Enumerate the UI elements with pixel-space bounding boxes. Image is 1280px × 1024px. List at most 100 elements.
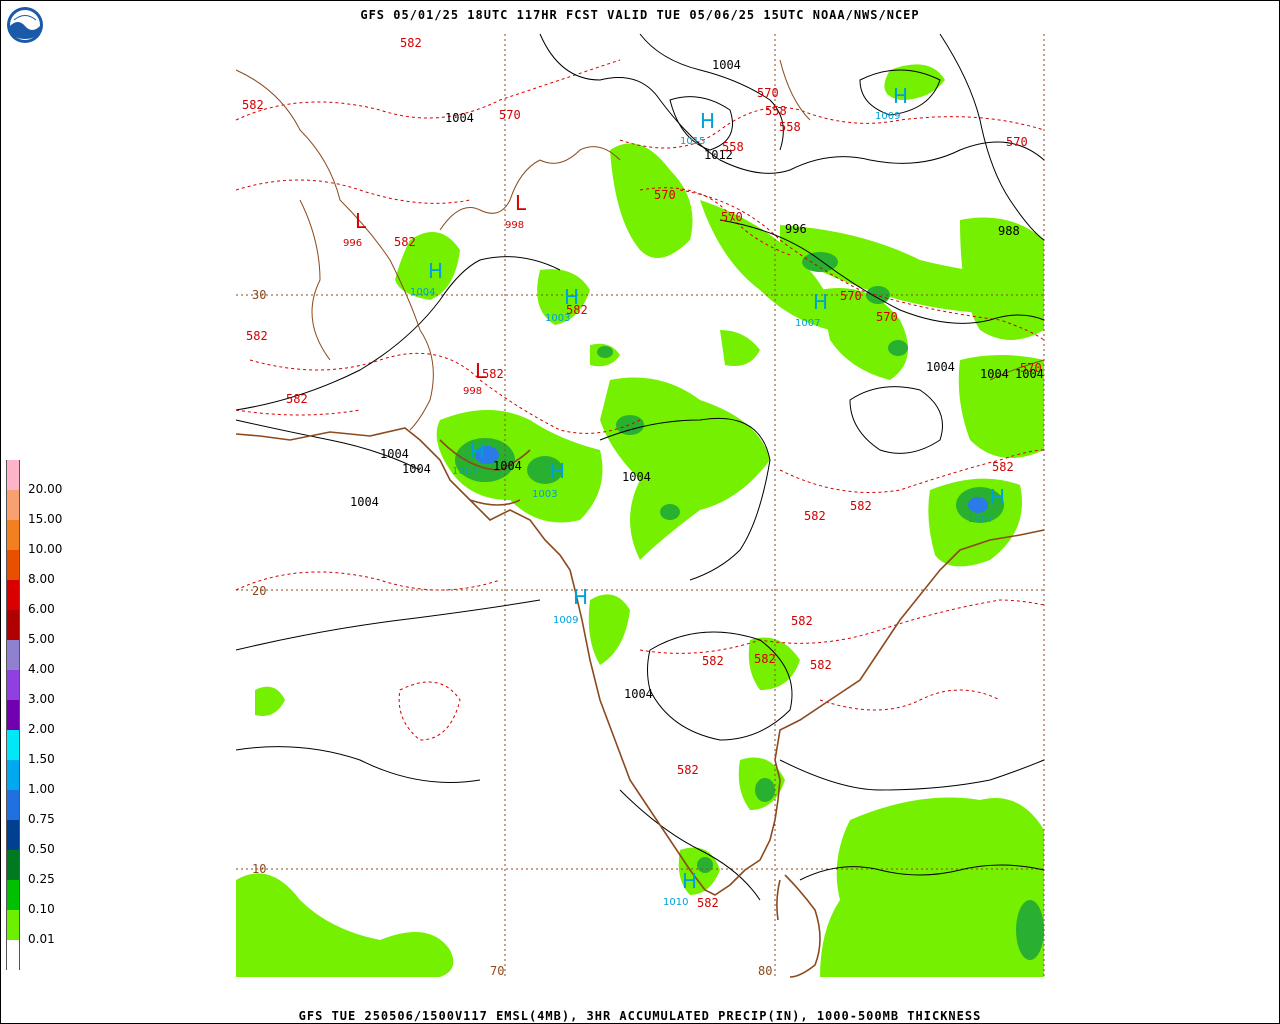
legend-label: 1.50 [28,752,55,766]
thickness-label: 570 [1006,135,1028,149]
isobar-label: 1004 [380,447,409,461]
thickness-label: 570 [840,289,862,303]
high-center-value: 1003 [452,466,477,477]
isobar-label: 1004 [624,687,653,701]
thickness-label: 582 [697,896,719,910]
thickness-label: 582 [400,36,422,50]
legend-label: 0.50 [28,842,55,856]
legend-swatch [6,670,20,700]
thickness-label: 582 [702,654,724,668]
precip-cores [455,252,1044,960]
thickness-label: 582 [242,98,264,112]
thickness-label: 558 [765,104,787,118]
high-center-letter: H [573,585,588,609]
isobar-label: 1004 [712,58,741,72]
lat-label-20: 20 [252,584,266,598]
legend-label: 20.00 [28,482,63,496]
high-center-value: 1007 [968,514,993,525]
legend-label: 8.00 [28,572,55,586]
legend-label: 6.00 [28,602,55,616]
low-center-letter: L [475,359,487,383]
legend-swatch [6,940,20,970]
coastlines [235,427,1045,978]
chart-title: GFS 05/01/25 18UTC 117HR FCST VALID TUE … [360,8,920,22]
thickness-label: 582 [850,499,872,513]
legend-swatch [6,520,20,550]
legend-label: 0.75 [28,812,55,826]
thickness-label: 582 [394,235,416,249]
isobar-label: 1004 [1015,367,1044,381]
thickness-label: 582 [810,658,832,672]
isobar-contours [235,33,1045,901]
thickness-label: 570 [499,108,521,122]
thickness-label: 570 [721,210,743,224]
high-center-letter: H [813,290,828,314]
legend-swatch [6,460,20,490]
isobar-label: 996 [785,222,807,236]
legend-swatch [6,580,20,610]
legend-swatch [6,490,20,520]
legend-swatch [6,910,20,940]
high-center-value: 1009 [553,615,578,626]
thickness-label: 558 [779,120,801,134]
legend-swatch [6,760,20,790]
lat-label-10: 10 [252,862,266,876]
thickness-label: 582 [246,329,268,343]
legend-label: 2.00 [28,722,55,736]
thickness-label: 582 [286,392,308,406]
precip-legend: 20.00 15.00 10.00 8.00 6.00 5.00 4.00 3.00 2.00 1… [6,460,62,970]
thickness-label: 582 [791,614,813,628]
legend-label: 10.00 [28,542,63,556]
isobar-label: 1012 [704,148,733,162]
grid-labels: 30 20 10 70 80 [252,288,772,978]
legend-label: 5.00 [28,632,55,646]
legend-swatch [6,790,20,820]
legend-swatch [6,820,20,850]
legend-swatch [6,610,20,640]
lat-label-30: 30 [252,288,266,302]
thickness-label: 570 [876,310,898,324]
lon-label-80: 80 [758,964,772,978]
high-center-value: 1003 [532,489,557,500]
borders [235,59,1045,431]
isobar-labels: 1004 1004 1012 996 988 1004 1004 1004 10… [350,58,1044,701]
low-center-letter: L [515,191,527,215]
high-center-letter: H [893,84,908,108]
legend-label: 0.10 [28,902,55,916]
thickness-label: 582 [677,763,699,777]
high-center-value: 1010 [663,897,688,908]
legend-swatch [6,880,20,910]
thickness-label: 570 [757,86,779,100]
legend-label: 1.00 [28,782,55,796]
isobar-label: 1004 [622,470,651,484]
low-center-value: 998 [463,386,482,397]
high-center-value: 1003 [545,313,570,324]
legend-swatch [6,640,20,670]
isobar-label: 1004 [402,462,431,476]
legend-swatch [6,550,20,580]
high-center-value: 1009 [875,111,900,122]
isobar-label: 1004 [350,495,379,509]
isobar-label: 1004 [493,459,522,473]
thickness-label: 582 [566,303,588,317]
legend-swatch [6,700,20,730]
high-center-letter: H [682,869,697,893]
thickness-labels: 582 582 570 570 558 558 558 570 570 570 … [242,36,1042,910]
thickness-label: 582 [754,652,776,666]
isobar-label: 1004 [926,360,955,374]
legend-label: 4.00 [28,662,55,676]
high-center-value: 1004 [410,287,435,298]
high-center-letter: H [564,285,579,309]
thickness-label: 570 [654,188,676,202]
high-center-letter: H [428,259,443,283]
precip-areas [236,64,1044,977]
thickness-label: 558 [722,140,744,154]
pressure-centers: H 1015 H 1009 L 996 L 998 H 1004 H 1003 … [343,84,1005,908]
lon-label-70: 70 [490,964,504,978]
high-center-value: 1007 [795,318,820,329]
chart-caption: GFS TUE 250506/1500V117 EMSL(4MB), 3HR A… [298,1009,982,1023]
isobar-label: 988 [998,224,1020,238]
low-center-value: 996 [343,238,362,249]
thickness-contours [235,59,1045,741]
